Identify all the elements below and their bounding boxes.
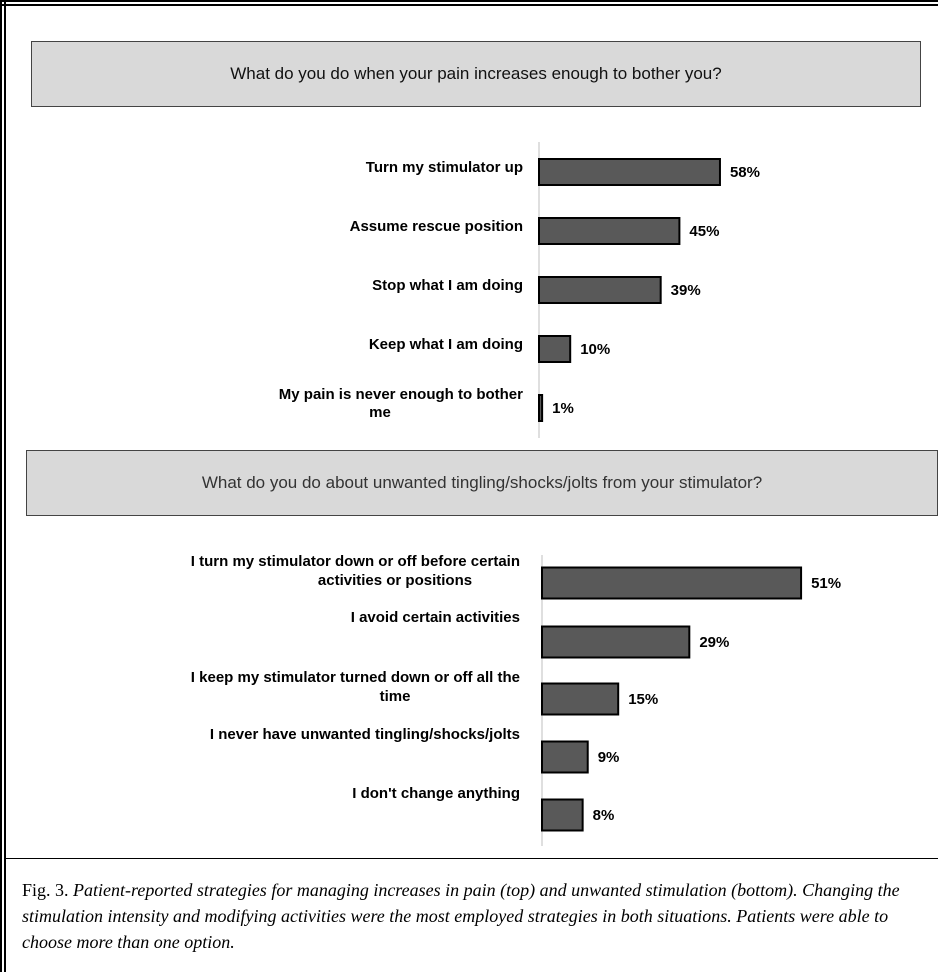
chart2-bar-3 <box>541 682 620 716</box>
frame-left-border <box>0 0 6 972</box>
chart2-value-label-4: 9% <box>598 749 620 766</box>
chart1-category-label-4: Keep what I am doing <box>369 336 523 353</box>
chart1-bar-3 <box>538 276 662 304</box>
chart2-value-label-2: 29% <box>699 634 729 651</box>
chart1-value-label-1: 58% <box>730 164 760 181</box>
chart2-category-label-4: I never have unwanted tingling/shocks/jo… <box>210 726 520 743</box>
chart1-bar-5 <box>538 394 544 422</box>
chart2-bar-1 <box>541 566 803 600</box>
caption-text: Patient-reported strategies for managing… <box>22 880 900 952</box>
chart2-value-label-3: 15% <box>628 691 658 708</box>
chart2-bar-2 <box>541 625 691 659</box>
chart1-value-label-4: 10% <box>580 341 610 358</box>
chart1-category-label-5: My pain is never enough to bother me <box>279 386 523 421</box>
chart2-category-label-2: I avoid certain activities <box>351 609 520 626</box>
chart1-category-label-1: Turn my stimulator up <box>366 159 523 176</box>
chart2-value-label-5: 8% <box>593 807 615 824</box>
chart2-bar-4 <box>541 740 589 774</box>
chart1-category-label-2: Assume rescue position <box>350 218 523 235</box>
chart2-category-label-5: I don't change anything <box>352 785 520 802</box>
chart2-category-label-3: I keep my stimulator turned down or off … <box>191 669 520 705</box>
chart1-value-label-5: 1% <box>552 400 574 417</box>
chart1-category-label-3: Stop what I am doing <box>372 277 523 294</box>
frame-top-border <box>0 0 938 6</box>
chart1-value-label-3: 39% <box>671 282 701 299</box>
caption-divider <box>6 858 938 859</box>
caption-label: Fig. 3. <box>22 880 69 900</box>
chart2-title: What do you do about unwanted tingling/s… <box>26 450 938 516</box>
chart1-bar-2 <box>538 217 681 245</box>
chart1-title: What do you do when your pain increases … <box>31 41 921 107</box>
chart2-bar-5 <box>541 798 584 832</box>
chart1-bar-1 <box>538 158 721 186</box>
chart2-value-label-1: 51% <box>811 575 841 592</box>
chart1-bar-4 <box>538 335 572 363</box>
chart2-category-label-1: I turn my stimulator down or off before … <box>191 553 520 589</box>
figure-caption: Fig. 3. Patient-reported strategies for … <box>22 877 922 955</box>
chart1-value-label-2: 45% <box>689 223 719 240</box>
